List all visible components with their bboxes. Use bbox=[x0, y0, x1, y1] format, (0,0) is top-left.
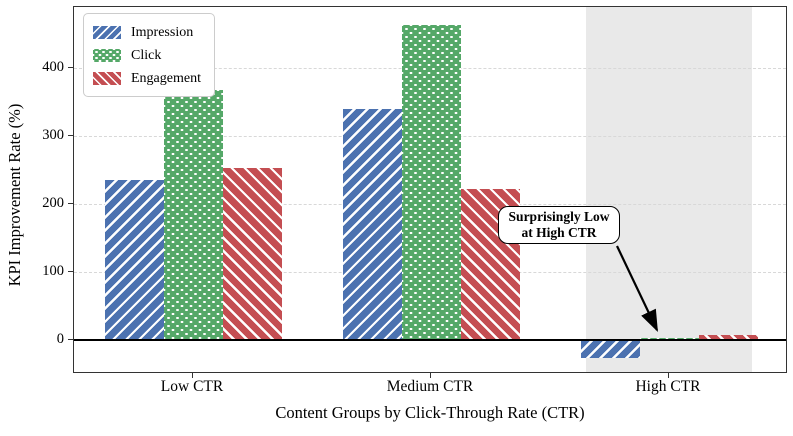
x-axis-title: Content Groups by Click-Through Rate (CT… bbox=[275, 403, 585, 422]
legend-item-engagement: Engagement bbox=[93, 67, 204, 90]
y-tick-mark-200 bbox=[68, 202, 73, 204]
legend: Impression Click Engagement bbox=[83, 13, 215, 97]
y-tick-mark-400 bbox=[68, 66, 73, 68]
legend-item-click: Click bbox=[93, 44, 204, 67]
impression-swatch-icon bbox=[93, 26, 121, 39]
zero-axis-line bbox=[74, 339, 786, 342]
y-tick-label-300: 300 bbox=[42, 127, 64, 144]
bar-low-ctr-click bbox=[163, 89, 223, 340]
bar-medium-ctr-impression bbox=[342, 108, 402, 340]
x-tick-label-high-ctr: High CTR bbox=[635, 378, 701, 395]
x-tick-mark-2 bbox=[429, 373, 431, 378]
bar-low-ctr-engagement bbox=[222, 168, 282, 340]
plot-area bbox=[73, 6, 787, 373]
y-tick-label-400: 400 bbox=[42, 59, 64, 76]
legend-label: Engagement bbox=[131, 70, 201, 86]
legend-label: Impression bbox=[131, 24, 194, 40]
x-tick-mark-1 bbox=[191, 373, 193, 378]
annotation-line-2: at High CTR bbox=[521, 225, 597, 240]
legend-label: Click bbox=[131, 47, 162, 63]
click-swatch-icon bbox=[93, 49, 121, 62]
x-tick-mark-3 bbox=[667, 373, 669, 378]
bar-high-ctr-click bbox=[639, 337, 699, 340]
y-tick-label-100: 100 bbox=[42, 263, 64, 280]
y-tick-label-0: 0 bbox=[56, 331, 64, 348]
y-tick-mark-100 bbox=[68, 270, 73, 272]
bar-high-ctr-impression bbox=[580, 340, 640, 358]
bar-high-ctr-engagement bbox=[698, 334, 758, 340]
high-ctr-highlight-span bbox=[586, 7, 752, 372]
y-tick-mark-0 bbox=[68, 338, 73, 340]
annotation-callout: Surprisingly Low at High CTR bbox=[498, 206, 620, 244]
y-tick-label-200: 200 bbox=[42, 195, 64, 212]
y-tick-mark-300 bbox=[68, 134, 73, 136]
engagement-swatch-icon bbox=[93, 72, 121, 85]
annotation-line-1: Surprisingly Low bbox=[508, 209, 610, 224]
x-tick-label-medium-ctr: Medium CTR bbox=[386, 378, 474, 395]
y-axis-title: KPI Improvement Rate (%) bbox=[5, 103, 24, 287]
bar-medium-ctr-click bbox=[401, 25, 461, 340]
legend-item-impression: Impression bbox=[93, 21, 204, 44]
x-tick-label-low-ctr: Low CTR bbox=[160, 378, 224, 395]
bar-low-ctr-impression bbox=[104, 179, 164, 341]
